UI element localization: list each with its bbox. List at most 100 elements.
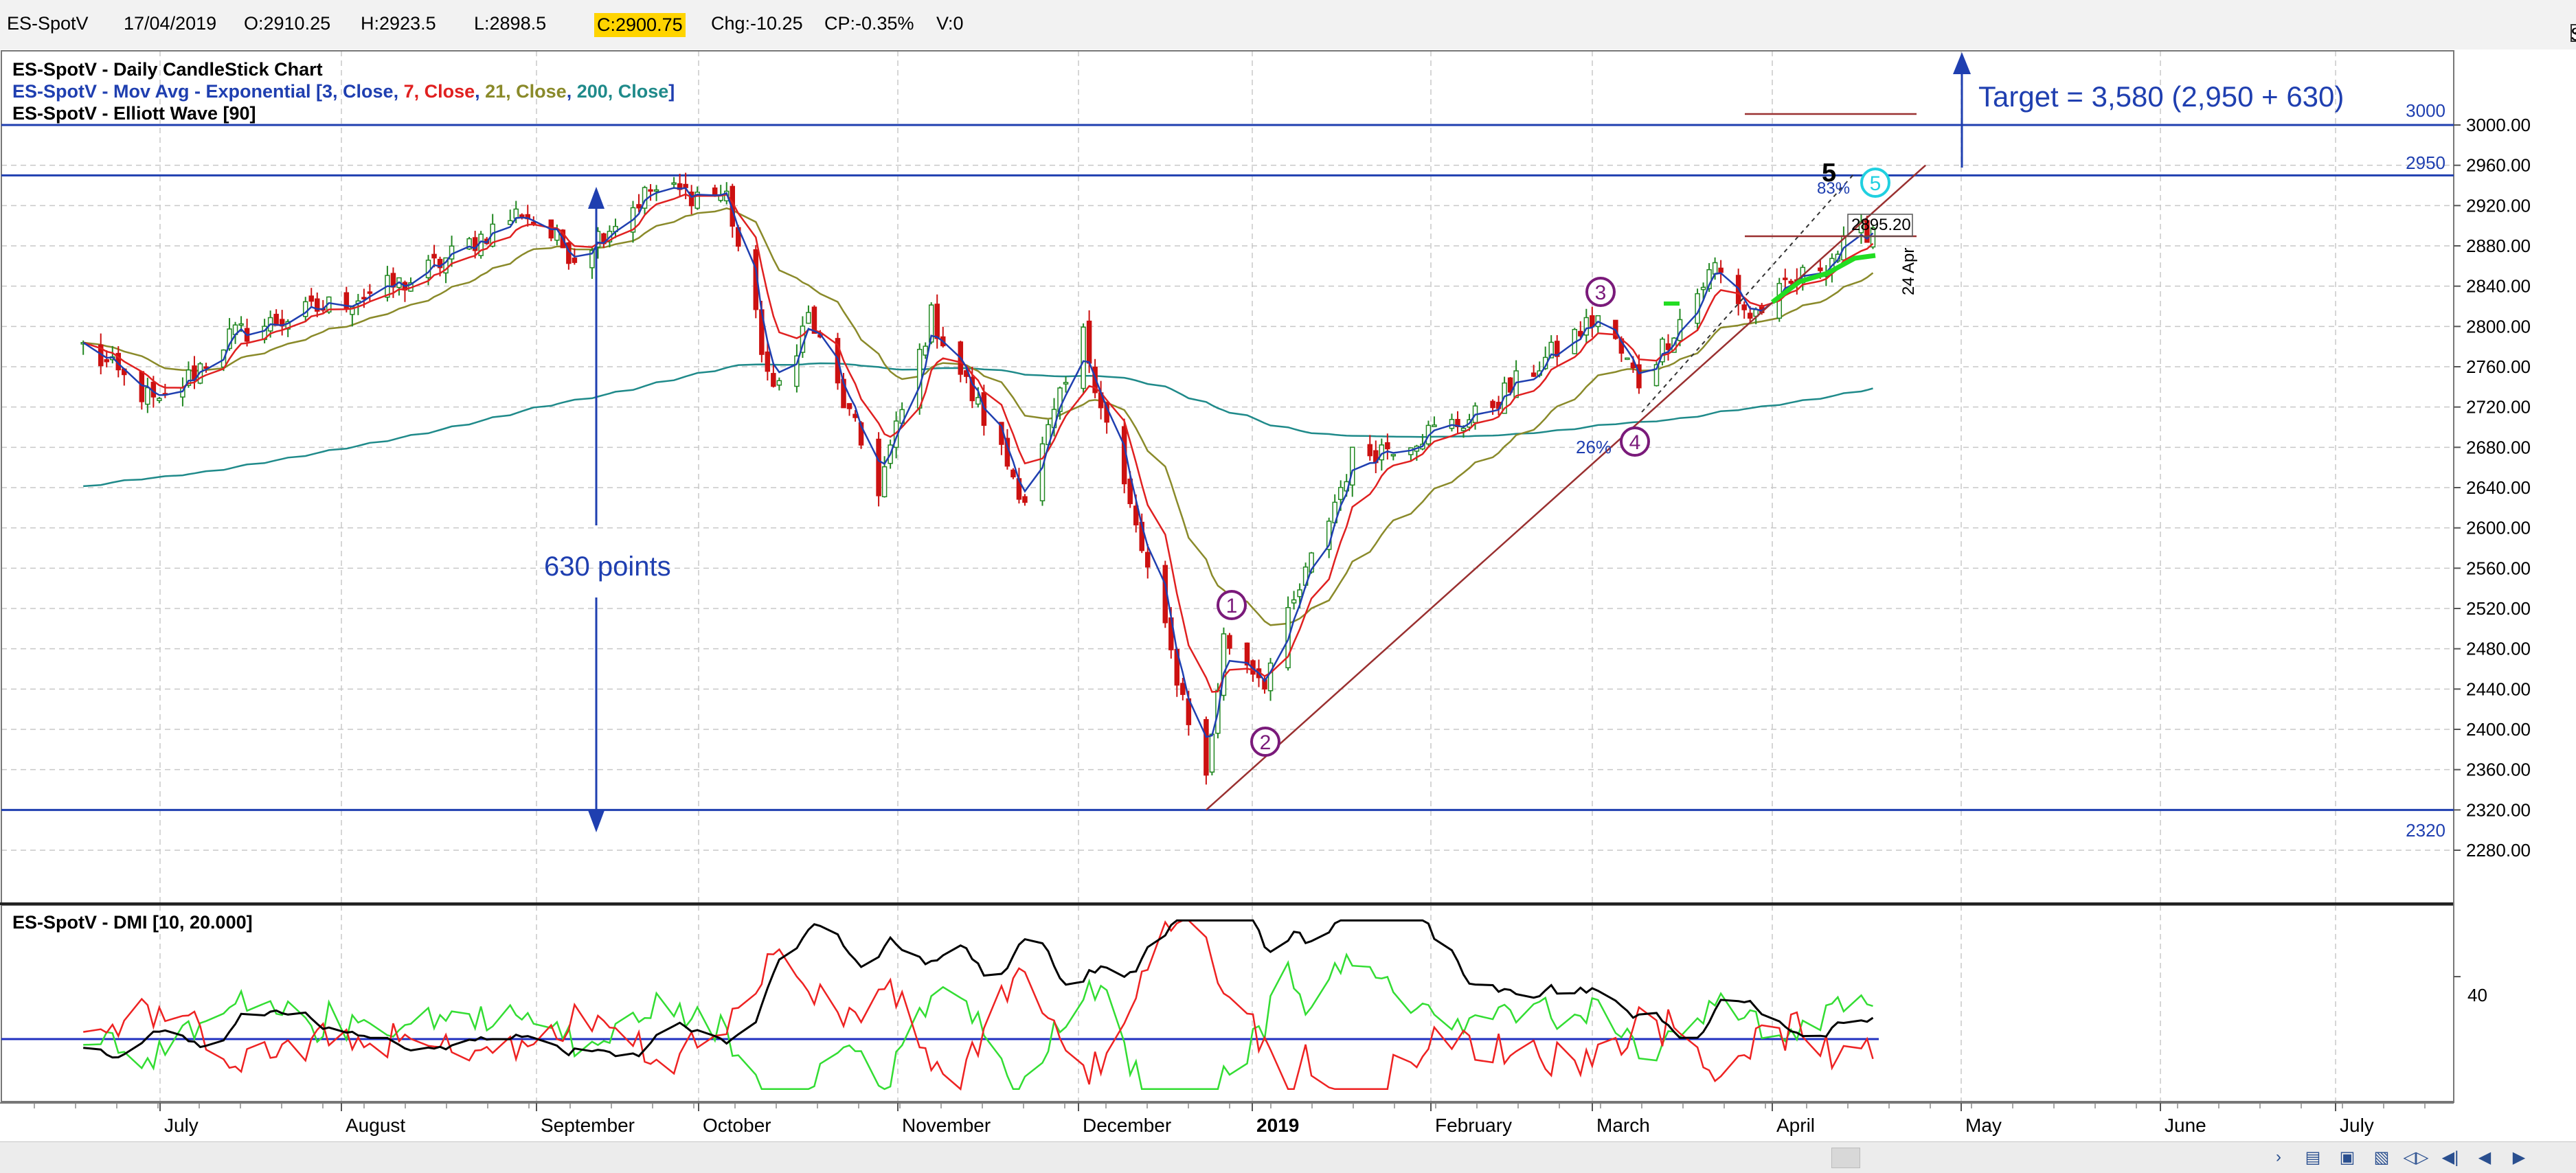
candle-body xyxy=(876,438,881,497)
candle-body xyxy=(589,249,595,269)
ema-7-path xyxy=(82,193,1874,693)
candle-body xyxy=(1507,377,1513,393)
candle-body xyxy=(1636,364,1642,389)
legend-part-2: 7, Close xyxy=(404,81,475,102)
x-label-9: April xyxy=(1776,1115,1815,1136)
step-forward-icon[interactable]: ▶ xyxy=(2512,1148,2526,1167)
candle-body xyxy=(923,345,928,356)
ema-200-path xyxy=(83,362,1873,488)
candle-body xyxy=(443,257,449,274)
y-tick-label-2880: 2880.00 xyxy=(2466,236,2531,256)
candle-body xyxy=(765,351,771,372)
y-tick-label-2320: 2320.00 xyxy=(2466,799,2531,820)
candle-body xyxy=(1291,599,1297,604)
legend-part-7: ] xyxy=(668,81,675,102)
candle-body xyxy=(671,182,677,185)
y-tick-label-2680: 2680.00 xyxy=(2466,437,2531,457)
legend-line-3: ES-SpotV - Elliott Wave [90] xyxy=(12,103,256,124)
go-first-icon[interactable]: ◀| xyxy=(2441,1148,2459,1167)
scroll-right-icon[interactable]: › xyxy=(2276,1148,2281,1166)
y-tick-label-2600: 2600.00 xyxy=(2466,518,2531,538)
change-pct-text: CP:-0.35% xyxy=(824,13,914,34)
candle-body xyxy=(683,183,688,188)
candle-body xyxy=(934,304,940,339)
candle-body xyxy=(776,380,782,386)
candle-body xyxy=(1530,372,1537,377)
change-text: Chg:-10.25 xyxy=(711,13,803,34)
candle-body xyxy=(1086,320,1092,364)
candle-body xyxy=(1783,277,1788,280)
wave-4-label: 4 xyxy=(1629,431,1641,454)
chart-area[interactable]: 2280.00 2320.00 2360.00 2400.00 2440.00 2480.… xyxy=(0,49,2576,1141)
candle-body xyxy=(688,191,694,207)
scroll-thumb[interactable] xyxy=(1831,1148,1860,1168)
checkbox-check-icon: ✔ xyxy=(2571,24,2576,42)
candle-body xyxy=(1583,317,1590,336)
candle-body xyxy=(1092,366,1098,394)
candle-body xyxy=(1718,267,1724,273)
candle-body xyxy=(1127,478,1133,505)
candle-body xyxy=(531,221,536,225)
last-price-frame xyxy=(1847,214,1913,237)
volume-text: V:0 xyxy=(936,13,964,34)
legend-part-3: , xyxy=(475,81,485,102)
candle-body xyxy=(1204,719,1209,776)
candle-body xyxy=(928,304,934,343)
ema-3-line xyxy=(82,187,1874,738)
range-arrow-up-icon xyxy=(588,187,605,209)
candle-body xyxy=(1665,343,1671,350)
y-tick-label-2760: 2760.00 xyxy=(2466,356,2531,377)
candle-body xyxy=(227,328,232,350)
legend-part-0: 3, Close xyxy=(322,81,394,102)
candle-body xyxy=(1367,444,1373,457)
target-label: Target = 3,580 (2,950 + 630) xyxy=(1978,80,2344,113)
candle-body xyxy=(1625,357,1630,361)
scroll-bar[interactable]: › ▤ ▣ ▧ ◁▷ ◀| ◀ ▶ xyxy=(0,1141,2576,1173)
candle-body xyxy=(139,371,145,402)
ema-7-line xyxy=(82,193,1874,693)
candle-body xyxy=(308,295,314,302)
y-tick-label-2640: 2640.00 xyxy=(2466,477,2531,498)
legend-part-6: 200, Close xyxy=(577,81,669,102)
pct-83-label: 83% xyxy=(1817,179,1850,198)
level-3000-label: 3000 xyxy=(2406,100,2445,121)
zoom-fit-icon[interactable]: ▧ xyxy=(2373,1148,2390,1167)
x-label-2: September xyxy=(541,1115,635,1136)
legend-part-5: , xyxy=(567,81,577,102)
candle-body xyxy=(806,312,811,324)
level-2950-label: 2950 xyxy=(2406,152,2445,173)
candle-body xyxy=(425,260,431,279)
fit-width-icon[interactable]: ◁▷ xyxy=(2403,1148,2429,1167)
wave-5-marker-label: 5 xyxy=(1870,172,1882,195)
zoom-in-icon[interactable]: ▤ xyxy=(2305,1148,2321,1167)
candle-body xyxy=(1700,286,1706,291)
candle-body xyxy=(367,291,373,294)
x-label-1: August xyxy=(346,1115,405,1136)
range-arrow-down-icon xyxy=(588,810,605,832)
candle-body xyxy=(1432,424,1437,427)
candle-body xyxy=(1747,312,1753,319)
candle-body xyxy=(1039,443,1046,501)
legend-line-2: ES-SpotV - Mov Avg - Exponential [3, Clo… xyxy=(12,81,675,102)
x-label-5: December xyxy=(1083,1115,1171,1136)
y-tick-label-2800: 2800.00 xyxy=(2466,316,2531,337)
low-text: L:2898.5 xyxy=(474,13,547,34)
ema-21-line xyxy=(83,207,1874,626)
ema-200-line xyxy=(83,362,1873,488)
wave-1-label: 1 xyxy=(1226,595,1238,617)
dmi-adx-line xyxy=(83,919,1874,1059)
step-back-icon[interactable]: ◀ xyxy=(2478,1148,2492,1167)
candle-body xyxy=(794,355,800,387)
dmi-axis-label: 40 xyxy=(2467,985,2487,1005)
candle-body xyxy=(1706,269,1712,289)
candle-body xyxy=(1385,442,1390,450)
candle-body xyxy=(1390,454,1397,457)
close-text: C:2900.75 xyxy=(594,13,686,37)
toolbar: ES-SpotV 17/04/2019 O:2910.25 H:2923.5 L… xyxy=(0,0,2576,51)
trendline xyxy=(1206,164,1926,811)
candle-body xyxy=(273,313,279,326)
candle-body xyxy=(1063,382,1069,385)
candle-body xyxy=(1144,551,1151,568)
zoom-out-icon[interactable]: ▣ xyxy=(2339,1148,2355,1167)
candle-body xyxy=(1864,220,1870,243)
